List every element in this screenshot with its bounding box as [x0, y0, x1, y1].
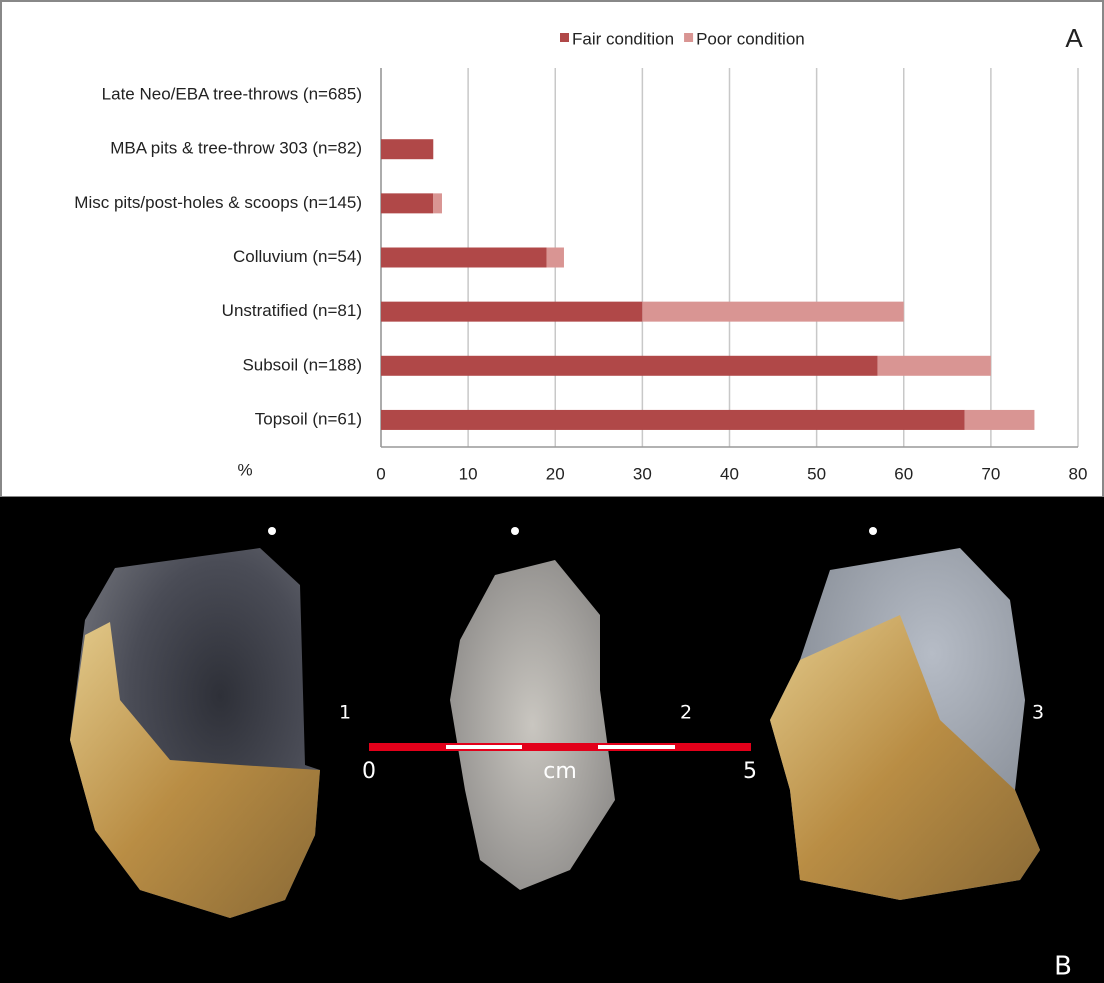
x-tick-label: 10: [459, 464, 478, 483]
bar-segment: [381, 139, 434, 160]
specimen-label: 3: [1032, 702, 1044, 724]
bar-segment: [381, 301, 643, 322]
bar-segment: [381, 193, 434, 214]
orientation-dot: [511, 527, 519, 535]
bar-segment: [642, 301, 904, 322]
specimen-label: 1: [339, 702, 351, 724]
panel-label: B: [1054, 952, 1072, 982]
scale-bar-segment: [446, 745, 522, 749]
x-tick-label: 30: [633, 464, 652, 483]
specimen-label: 2: [680, 702, 692, 724]
flint-2: [450, 560, 615, 890]
x-tick-label: 40: [720, 464, 739, 483]
x-tick-label: 20: [546, 464, 565, 483]
y-tick-label: Subsoil (n=188): [242, 355, 362, 374]
orientation-dot: [869, 527, 877, 535]
bar-segment: [381, 355, 878, 376]
y-tick-label: Colluvium (n=54): [233, 247, 362, 266]
bar-segment: [433, 193, 442, 214]
bar-segment: [381, 247, 547, 268]
bar-segment: [964, 409, 1035, 430]
photo-panel: 1 2 3 0 cm 5 B: [0, 497, 1104, 983]
orientation-dot: [268, 527, 276, 535]
scale-bar-segment: [598, 745, 675, 749]
panel-label: A: [1065, 23, 1083, 53]
x-tick-label: 50: [807, 464, 826, 483]
x-tick-label: 70: [981, 464, 1000, 483]
legend-swatch: [560, 33, 569, 42]
scale-end: 5: [743, 759, 757, 784]
bar-segment: [381, 409, 965, 430]
y-tick-label: Late Neo/EBA tree-throws (n=685): [102, 85, 362, 104]
flint-1-cortex: [70, 622, 320, 918]
scale-bar: [369, 743, 751, 751]
scale-start: 0: [362, 759, 376, 784]
x-tick-label: 0: [376, 464, 385, 483]
x-tick-label: 80: [1069, 464, 1088, 483]
bar-segment: [877, 355, 991, 376]
y-tick-label: MBA pits & tree-throw 303 (n=82): [110, 139, 362, 158]
flint-3-cortex: [770, 615, 1040, 900]
bar-segment: [546, 247, 564, 268]
legend-swatch: [684, 33, 694, 42]
legend-label: Poor condition: [696, 29, 805, 48]
y-tick-label: Topsoil (n=61): [255, 409, 362, 428]
x-tick-label: 60: [894, 464, 913, 483]
x-axis-label: %: [237, 460, 252, 479]
y-tick-label: Misc pits/post-holes & scoops (n=145): [74, 193, 362, 212]
scale-unit: cm: [543, 759, 577, 784]
y-tick-label: Unstratified (n=81): [222, 301, 362, 320]
legend-label: Fair condition: [572, 29, 674, 48]
